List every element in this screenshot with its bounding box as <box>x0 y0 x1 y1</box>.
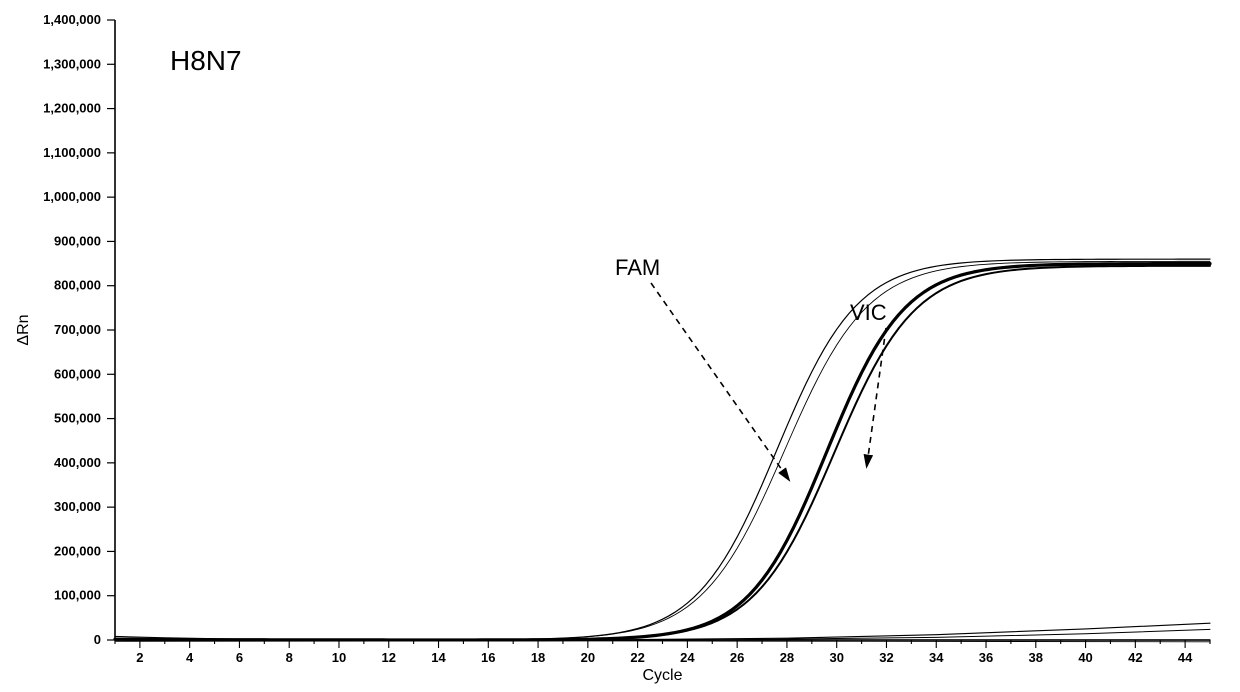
x-tick-label: 38 <box>1029 650 1043 665</box>
y-tick-label: 1,000,000 <box>43 189 101 204</box>
x-tick-label: 16 <box>481 650 495 665</box>
x-tick-label: 14 <box>431 650 446 665</box>
x-tick-label: 28 <box>780 650 794 665</box>
chart-bg <box>0 0 1240 692</box>
x-tick-label: 34 <box>929 650 944 665</box>
x-tick-label: 30 <box>829 650 843 665</box>
x-tick-label: 36 <box>979 650 993 665</box>
y-tick-label: 600,000 <box>54 366 101 381</box>
x-axis-label: Cycle <box>642 667 682 684</box>
x-tick-label: 10 <box>332 650 346 665</box>
x-tick-label: 4 <box>186 650 194 665</box>
annotation-label: VIC <box>850 300 887 325</box>
x-tick-label: 20 <box>581 650 595 665</box>
y-axis-label: ΔRn <box>15 314 32 345</box>
chart-container: 0 100,000 200,000 300,000 400,000 500,000 600,… <box>0 0 1240 692</box>
annotation-label: FAM <box>615 255 660 280</box>
y-tick-label: 100,000 <box>54 588 101 603</box>
x-tick-label: 26 <box>730 650 744 665</box>
x-tick-label: 44 <box>1178 650 1193 665</box>
y-tick-label: 1,200,000 <box>43 101 101 116</box>
x-tick-label: 12 <box>382 650 396 665</box>
chart-title: H8N7 <box>170 45 242 76</box>
x-tick-label: 22 <box>630 650 644 665</box>
x-tick-label: 32 <box>879 650 893 665</box>
y-tick-label: 300,000 <box>54 499 101 514</box>
y-tick-label: 200,000 <box>54 543 101 558</box>
x-tick-label: 24 <box>680 650 695 665</box>
y-tick-label: 1,400,000 <box>43 12 101 27</box>
x-tick-label: 2 <box>136 650 143 665</box>
y-tick-label: 0 <box>94 632 101 647</box>
y-tick-label: 500,000 <box>54 411 101 426</box>
y-tick-label: 400,000 <box>54 455 101 470</box>
y-tick-label: 900,000 <box>54 233 101 248</box>
x-tick-label: 42 <box>1128 650 1142 665</box>
y-tick-label: 1,300,000 <box>43 56 101 71</box>
y-tick-label: 700,000 <box>54 322 101 337</box>
x-tick-label: 18 <box>531 650 545 665</box>
amplification-plot: 0 100,000 200,000 300,000 400,000 500,000 600,… <box>0 0 1240 692</box>
x-tick-label: 6 <box>236 650 243 665</box>
x-tick-label: 40 <box>1078 650 1092 665</box>
y-tick-label: 1,100,000 <box>43 145 101 160</box>
x-tick-label: 8 <box>286 650 293 665</box>
y-tick-label: 800,000 <box>54 278 101 293</box>
